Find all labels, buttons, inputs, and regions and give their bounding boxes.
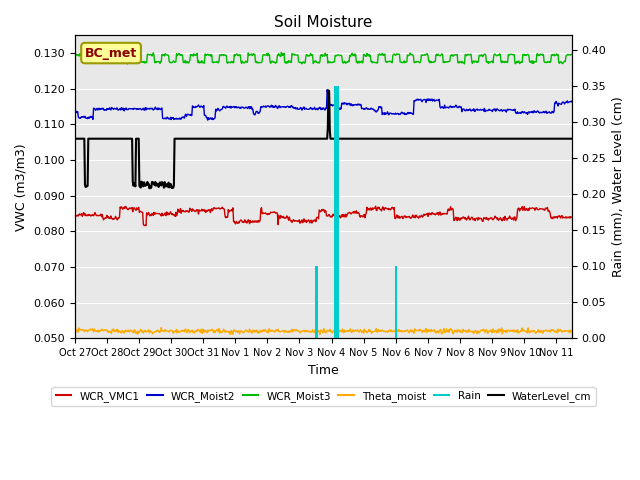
Title: Soil Moisture: Soil Moisture: [275, 15, 372, 30]
Y-axis label: VWC (m3/m3): VWC (m3/m3): [15, 143, 28, 230]
Y-axis label: Rain (mm), Water Level (cm): Rain (mm), Water Level (cm): [612, 96, 625, 277]
Bar: [337, 86, 339, 338]
X-axis label: Time: Time: [308, 363, 339, 377]
Bar: [314, 266, 316, 338]
Text: BC_met: BC_met: [85, 47, 137, 60]
Bar: [333, 86, 336, 338]
Bar: [395, 266, 397, 338]
Bar: [335, 86, 337, 338]
Legend: WCR_VMC1, WCR_Moist2, WCR_Moist3, Theta_moist, Rain, WaterLevel_cm: WCR_VMC1, WCR_Moist2, WCR_Moist3, Theta_…: [51, 386, 596, 406]
Bar: [316, 266, 318, 338]
